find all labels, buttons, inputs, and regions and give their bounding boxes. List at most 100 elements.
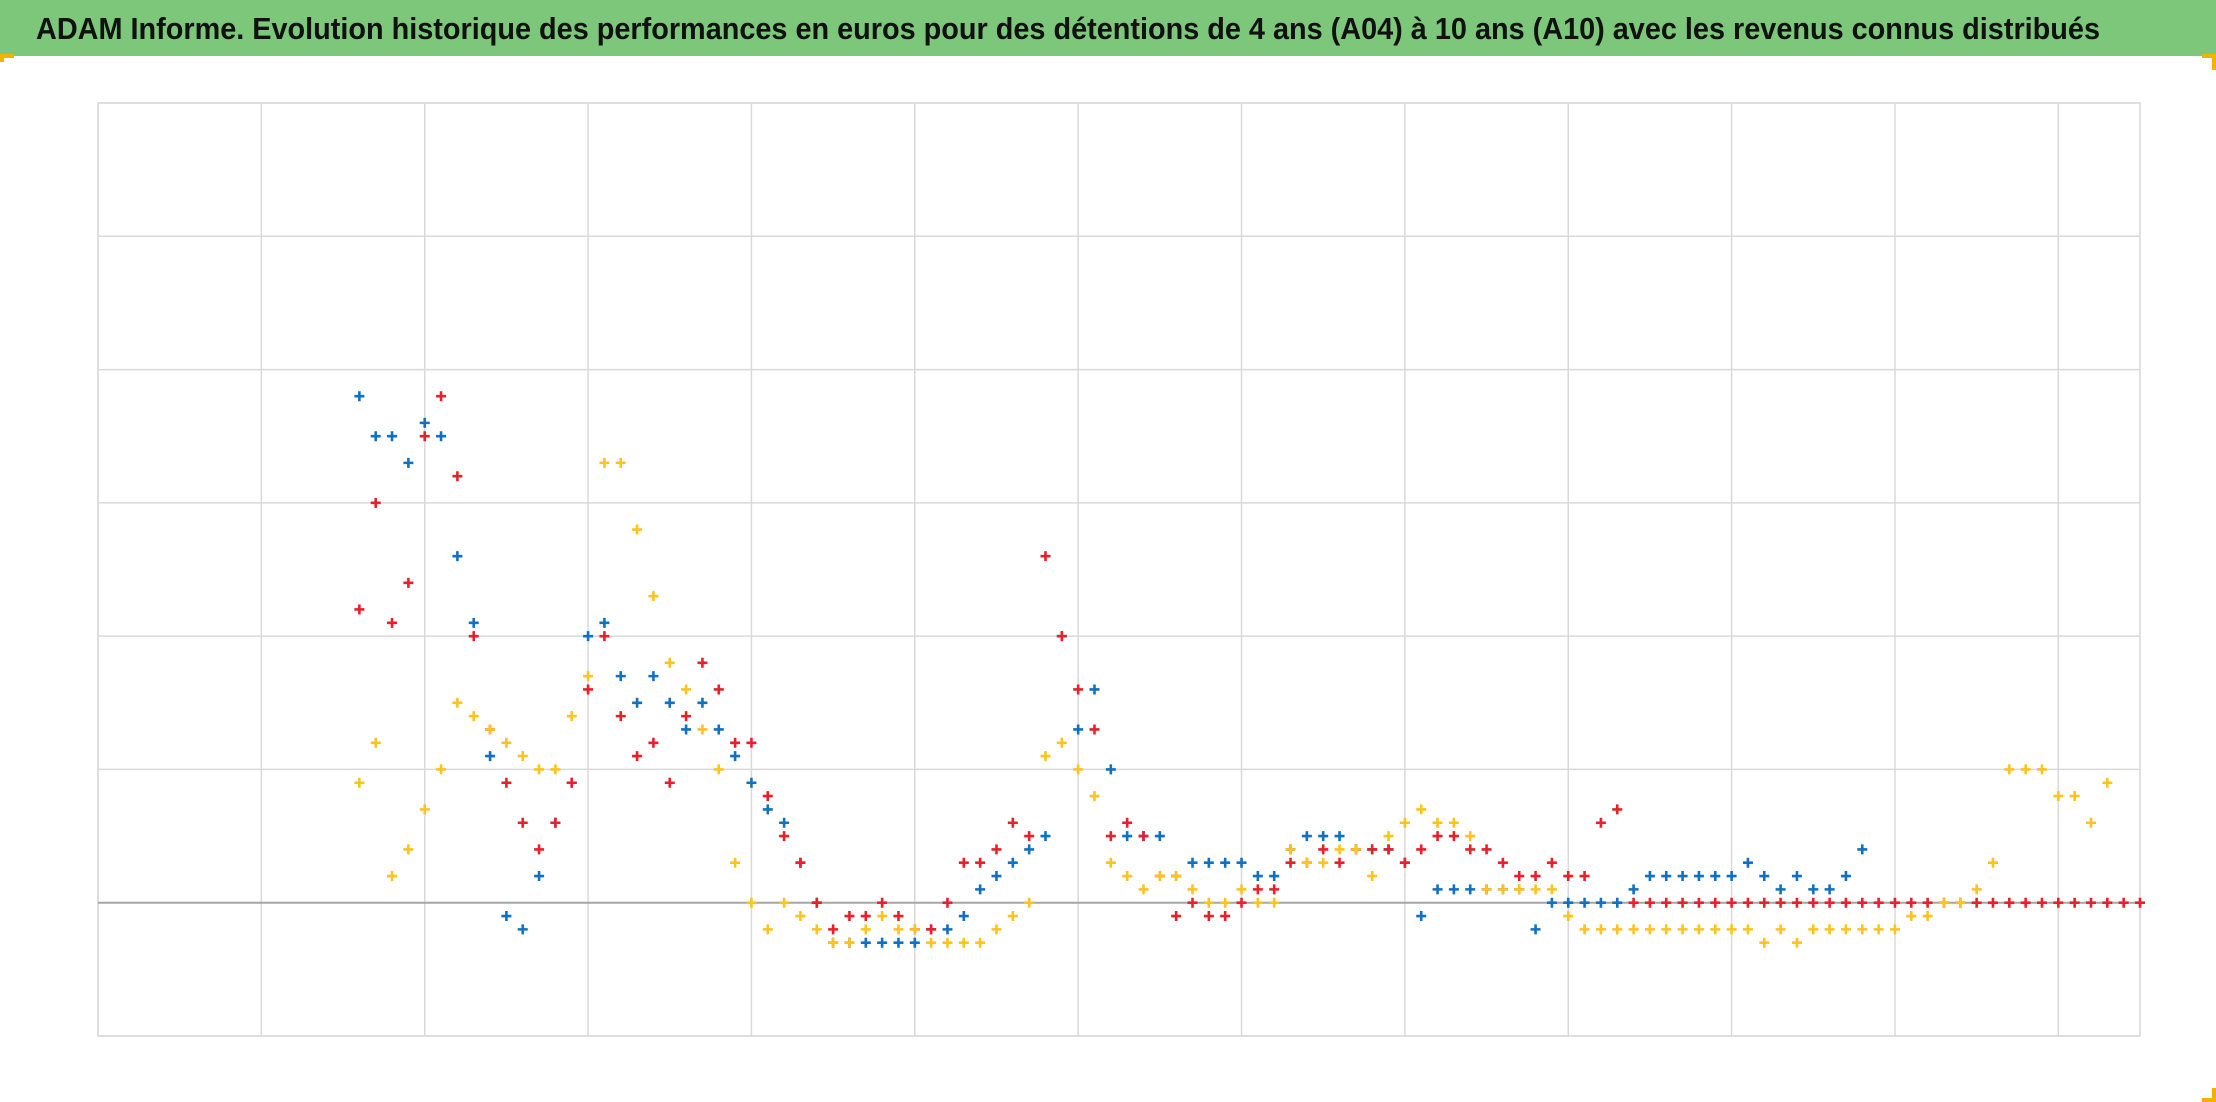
data-point bbox=[550, 764, 561, 775]
data-point bbox=[713, 724, 724, 735]
data-point bbox=[1220, 897, 1231, 908]
data-point bbox=[534, 844, 545, 855]
data-point bbox=[599, 457, 610, 468]
data-point bbox=[1236, 857, 1247, 868]
data-point bbox=[1987, 857, 1998, 868]
data-point bbox=[1024, 897, 1035, 908]
data-point bbox=[1318, 857, 1329, 868]
data-point bbox=[354, 777, 365, 788]
data-point bbox=[860, 911, 871, 922]
data-point bbox=[1432, 817, 1443, 828]
data-point bbox=[403, 844, 414, 855]
data-point bbox=[583, 684, 594, 695]
data-point bbox=[1285, 857, 1296, 868]
data-point bbox=[1840, 871, 1851, 882]
data-point bbox=[1693, 871, 1704, 882]
data-point bbox=[1661, 871, 1672, 882]
data-point bbox=[746, 897, 757, 908]
data-point bbox=[844, 911, 855, 922]
data-point bbox=[615, 711, 626, 722]
data-point bbox=[1889, 924, 1900, 935]
data-point bbox=[648, 737, 659, 748]
data-point bbox=[534, 764, 545, 775]
data-point bbox=[1171, 911, 1182, 922]
data-point bbox=[1955, 897, 1966, 908]
data-point bbox=[1334, 844, 1345, 855]
data-point bbox=[403, 457, 414, 468]
data-point bbox=[1089, 684, 1100, 695]
data-point bbox=[534, 871, 545, 882]
data-point bbox=[1122, 831, 1133, 842]
data-point bbox=[1873, 924, 1884, 935]
data-point bbox=[1465, 831, 1476, 842]
data-point bbox=[1481, 884, 1492, 895]
data-point bbox=[1612, 897, 1623, 908]
data-point bbox=[1252, 897, 1263, 908]
data-point bbox=[2069, 897, 2080, 908]
data-point bbox=[648, 591, 659, 602]
data-point bbox=[975, 884, 986, 895]
data-point bbox=[1334, 857, 1345, 868]
data-point bbox=[1318, 831, 1329, 842]
data-point bbox=[370, 431, 381, 442]
data-point bbox=[1481, 844, 1492, 855]
data-point bbox=[1416, 844, 1427, 855]
frame-corner bbox=[0, 54, 2216, 1102]
data-point bbox=[1122, 817, 1133, 828]
data-point bbox=[452, 697, 463, 708]
data-point bbox=[1089, 791, 1100, 802]
data-point bbox=[1824, 897, 1835, 908]
data-point bbox=[795, 857, 806, 868]
data-point bbox=[958, 937, 969, 948]
data-point bbox=[1187, 897, 1198, 908]
data-point bbox=[1546, 884, 1557, 895]
data-point bbox=[419, 417, 430, 428]
data-point bbox=[877, 897, 888, 908]
data-point bbox=[1220, 911, 1231, 922]
data-point bbox=[2020, 764, 2031, 775]
data-point bbox=[1840, 924, 1851, 935]
data-point bbox=[1122, 871, 1133, 882]
data-point bbox=[1399, 817, 1410, 828]
data-point bbox=[1416, 804, 1427, 815]
data-point bbox=[730, 857, 741, 868]
data-point bbox=[1661, 924, 1672, 935]
data-point bbox=[1448, 831, 1459, 842]
data-point bbox=[1644, 871, 1655, 882]
data-point bbox=[1824, 884, 1835, 895]
data-point bbox=[632, 751, 643, 762]
data-point bbox=[1726, 897, 1737, 908]
data-point bbox=[958, 911, 969, 922]
data-point bbox=[1595, 817, 1606, 828]
data-point bbox=[1007, 857, 1018, 868]
data-point bbox=[1269, 897, 1280, 908]
data-point bbox=[1710, 924, 1721, 935]
data-point bbox=[942, 924, 953, 935]
data-point bbox=[844, 937, 855, 948]
data-point bbox=[697, 724, 708, 735]
data-point bbox=[828, 924, 839, 935]
data-point bbox=[1252, 884, 1263, 895]
data-point bbox=[1154, 831, 1165, 842]
data-point bbox=[811, 924, 822, 935]
data-point bbox=[1269, 871, 1280, 882]
data-point bbox=[1383, 831, 1394, 842]
data-point bbox=[1906, 897, 1917, 908]
data-point bbox=[1497, 857, 1508, 868]
data-point bbox=[1301, 857, 1312, 868]
data-point bbox=[1040, 751, 1051, 762]
data-point bbox=[632, 697, 643, 708]
data-point bbox=[354, 604, 365, 615]
data-point bbox=[1383, 844, 1394, 855]
data-point bbox=[1056, 631, 1067, 642]
data-point bbox=[1595, 924, 1606, 935]
data-point bbox=[517, 817, 528, 828]
data-point bbox=[1546, 857, 1557, 868]
data-point bbox=[2020, 897, 2031, 908]
data-point bbox=[762, 804, 773, 815]
data-point bbox=[1040, 831, 1051, 842]
plot-area bbox=[97, 102, 2145, 1037]
data-point bbox=[860, 924, 871, 935]
data-point bbox=[1203, 911, 1214, 922]
data-point bbox=[1775, 924, 1786, 935]
